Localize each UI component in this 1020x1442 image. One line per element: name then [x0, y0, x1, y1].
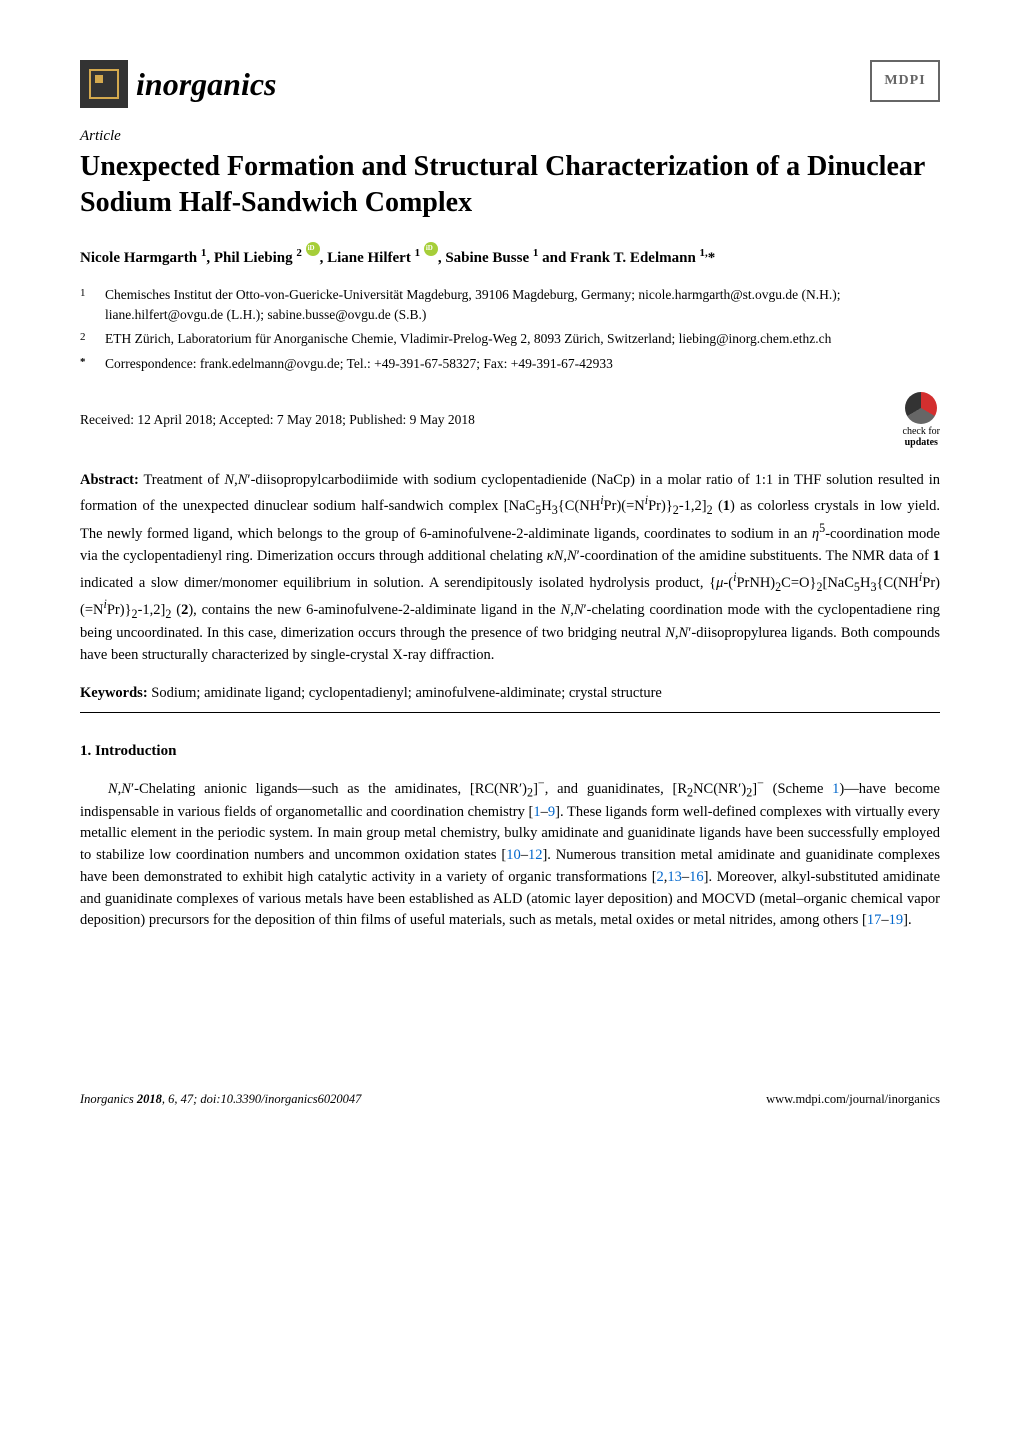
journal-name: inorganics [136, 66, 276, 103]
mdpi-logo: MDPI [870, 60, 940, 102]
affil-num: 2 [80, 329, 95, 349]
header-row: inorganics MDPI [80, 60, 940, 108]
publication-dates: Received: 12 April 2018; Accepted: 7 May… [80, 412, 475, 428]
keywords-block: Keywords: Sodium; amidinate ligand; cycl… [80, 685, 940, 702]
authors-line: Nicole Harmgarth 1, Phil Liebing 2 , Lia… [80, 242, 940, 267]
dates-row: Received: 12 April 2018; Accepted: 7 May… [80, 392, 940, 448]
section-heading: 1. Introduction [80, 743, 940, 760]
keywords-label: Keywords: [80, 685, 148, 701]
keywords-text: Sodium; amidinate ligand; cyclopentadien… [151, 685, 662, 701]
affil-text: Chemisches Institut der Otto-von-Guerick… [105, 285, 940, 326]
body-paragraph: N,N′-Chelating anionic ligands—such as t… [80, 774, 940, 932]
affil-text: Correspondence: frank.edelmann@ovgu.de; … [105, 354, 940, 374]
affil-text: ETH Zürich, Laboratorium für Anorganisch… [105, 329, 940, 349]
correspondence: * Correspondence: frank.edelmann@ovgu.de… [80, 354, 940, 374]
abstract-block: Abstract: Treatment of N,N′-diisopropylc… [80, 470, 940, 667]
affiliation-1: 1 Chemisches Institut der Otto-von-Gueri… [80, 285, 940, 326]
footer-citation: Inorganics 2018, 6, 47; doi:10.3390/inor… [80, 1092, 361, 1107]
affiliations-block: 1 Chemisches Institut der Otto-von-Gueri… [80, 285, 940, 374]
check-updates-badge[interactable]: check for updates [903, 392, 940, 448]
divider [80, 712, 940, 713]
updates-label-2: updates [905, 437, 938, 448]
updates-label-1: check for [903, 426, 940, 437]
abstract-text: Treatment of N,N′-diisopropylcarbodiimid… [80, 472, 940, 663]
affil-num: 1 [80, 285, 95, 326]
updates-circle-icon [905, 392, 937, 424]
journal-logo: inorganics [80, 60, 276, 108]
affil-num: * [80, 354, 95, 374]
affiliation-2: 2 ETH Zürich, Laboratorium für Anorganis… [80, 329, 940, 349]
article-title: Unexpected Formation and Structural Char… [80, 149, 940, 222]
abstract-label: Abstract: [80, 472, 139, 488]
footer-url: www.mdpi.com/journal/inorganics [766, 1092, 940, 1107]
article-type: Article [80, 128, 940, 145]
page-footer: Inorganics 2018, 6, 47; doi:10.3390/inor… [80, 1092, 940, 1107]
journal-icon [80, 60, 128, 108]
